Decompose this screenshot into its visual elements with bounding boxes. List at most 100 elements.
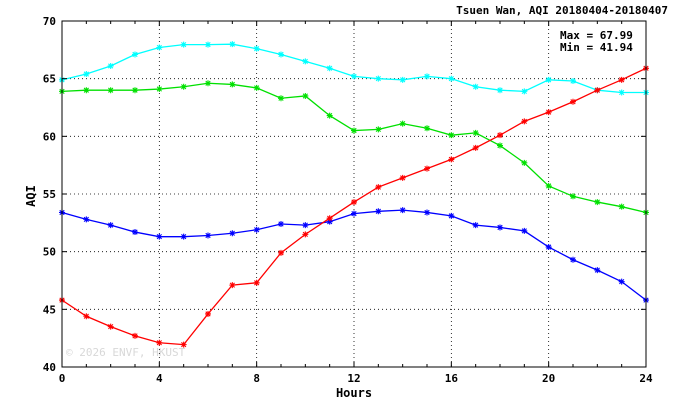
data-point xyxy=(472,129,479,136)
data-point xyxy=(326,65,333,72)
y-tick-label: 70 xyxy=(43,15,56,28)
data-point xyxy=(278,95,284,102)
data-point xyxy=(180,41,187,48)
data-point xyxy=(326,112,333,119)
data-point xyxy=(253,45,260,52)
data-point xyxy=(205,232,211,239)
data-point xyxy=(351,73,357,80)
data-point xyxy=(618,76,625,83)
data-point xyxy=(424,73,430,80)
data-point xyxy=(107,323,114,330)
data-point xyxy=(132,229,138,236)
data-point xyxy=(253,226,260,233)
y-tick-label: 55 xyxy=(43,188,56,201)
data-point xyxy=(399,174,406,181)
data-point xyxy=(132,87,138,94)
max-annotation: Max = 67.99 xyxy=(560,29,633,42)
x-tick-label: 12 xyxy=(347,372,360,385)
data-point xyxy=(448,75,455,82)
data-point xyxy=(156,86,163,93)
data-point xyxy=(302,92,309,99)
data-point xyxy=(375,184,382,191)
data-point xyxy=(302,231,309,238)
x-tick-label: 8 xyxy=(253,372,260,385)
data-point xyxy=(545,244,552,251)
y-tick-label: 45 xyxy=(43,303,56,316)
data-point xyxy=(399,76,406,83)
data-point xyxy=(618,278,625,285)
data-point xyxy=(521,227,528,234)
data-point xyxy=(448,132,455,139)
y-tick-label: 40 xyxy=(43,361,56,374)
data-point xyxy=(472,222,479,229)
data-point xyxy=(229,230,236,237)
data-point xyxy=(107,87,114,94)
data-point xyxy=(107,222,114,229)
data-point xyxy=(497,132,503,139)
data-point xyxy=(205,310,211,317)
data-point xyxy=(351,127,357,134)
data-point xyxy=(375,75,382,82)
data-point xyxy=(594,267,601,274)
data-point xyxy=(472,83,479,90)
data-point xyxy=(424,125,430,132)
data-point xyxy=(156,233,163,240)
data-point xyxy=(521,159,528,166)
data-point xyxy=(302,58,309,65)
data-point xyxy=(521,88,528,95)
data-point xyxy=(302,222,309,229)
data-point xyxy=(618,203,625,210)
data-point xyxy=(351,210,357,217)
data-point xyxy=(326,215,333,222)
data-point xyxy=(83,216,90,223)
series-2 xyxy=(59,80,649,216)
x-tick-label: 20 xyxy=(542,372,555,385)
data-point xyxy=(253,84,260,91)
data-point xyxy=(180,233,187,240)
data-point xyxy=(83,71,90,78)
series-layer xyxy=(59,41,649,348)
data-point xyxy=(375,208,382,215)
data-point xyxy=(472,144,479,151)
data-point xyxy=(107,62,114,69)
data-point xyxy=(83,87,90,94)
data-point xyxy=(229,81,236,88)
y-tick-label: 50 xyxy=(43,246,56,259)
y-axis-label: AQI xyxy=(24,185,38,207)
data-point xyxy=(521,118,528,125)
data-point xyxy=(618,89,625,96)
series-line xyxy=(61,209,647,301)
series-3 xyxy=(59,207,649,304)
data-point xyxy=(326,218,333,225)
data-point xyxy=(497,87,503,94)
data-point xyxy=(424,209,430,216)
data-point xyxy=(132,51,138,58)
data-point xyxy=(424,165,430,172)
grid-lines xyxy=(62,21,646,367)
data-point xyxy=(448,212,455,219)
data-point xyxy=(570,193,576,200)
data-point xyxy=(278,249,284,256)
data-point xyxy=(570,98,576,105)
data-point xyxy=(570,256,576,263)
data-point xyxy=(278,51,284,58)
data-point xyxy=(594,87,601,94)
data-point xyxy=(205,41,211,48)
x-tick-label: 0 xyxy=(59,372,66,385)
axis-ticks: 0 4 8 12 16 20 24 40 45 50 55 60 65 70 xyxy=(43,15,653,385)
data-point xyxy=(83,313,90,320)
data-point xyxy=(497,224,503,231)
x-axis-label: Hours xyxy=(336,386,372,400)
data-point xyxy=(375,126,382,133)
data-point xyxy=(229,282,236,289)
data-point xyxy=(132,332,138,339)
chart-title: Tsuen Wan, AQI 20180404-20180407 xyxy=(456,4,668,17)
data-point xyxy=(570,77,576,84)
data-point xyxy=(229,41,236,48)
y-tick-label: 60 xyxy=(43,130,56,143)
data-point xyxy=(180,341,187,348)
x-tick-label: 24 xyxy=(639,372,653,385)
data-point xyxy=(497,142,503,149)
min-annotation: Min = 41.94 xyxy=(560,41,633,54)
